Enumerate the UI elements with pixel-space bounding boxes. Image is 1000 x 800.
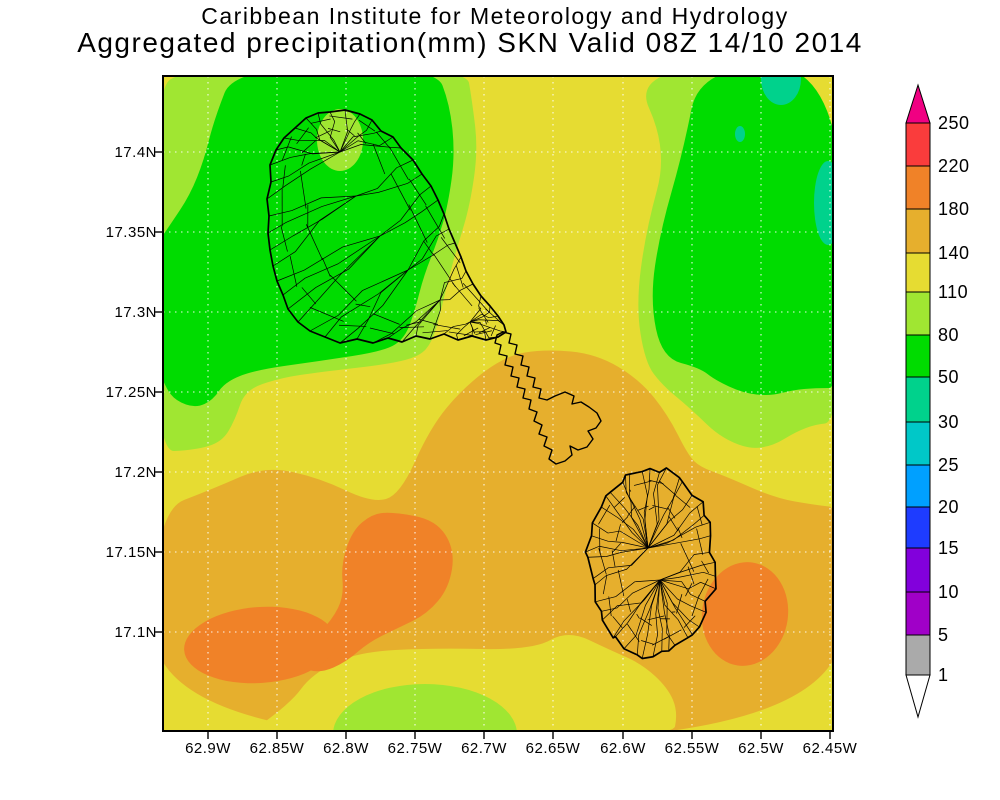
colorbar-value-label: 180 <box>938 199 970 219</box>
band-50-80-northwest <box>163 76 454 407</box>
colorbar-segment <box>905 165 931 210</box>
colorbar-value-label: 110 <box>938 282 968 302</box>
colorbar-segment <box>905 376 931 423</box>
drainage-network <box>266 109 717 659</box>
lat-tick-label: 17.2N <box>114 464 157 481</box>
y-axis-labels: 17.4N 17.35N 17.3N 17.25N 17.2N 17.15N 17.1N <box>106 144 157 641</box>
colorbar-value-label: 1 <box>938 665 949 685</box>
colorbar-arrow-below-min <box>905 674 931 719</box>
nevis-coastline <box>584 467 717 660</box>
lon-tick-label: 62.75W <box>388 740 443 757</box>
southeast-peninsula-coastline <box>494 331 602 465</box>
band-50-80-east <box>652 76 833 395</box>
colorbar-value-label: 220 <box>938 156 970 176</box>
lon-tick-label: 62.8W <box>323 740 369 757</box>
lon-tick-label: 62.45W <box>803 740 858 757</box>
colorbar-segment <box>905 634 931 676</box>
colorbar-value-label: 140 <box>938 243 970 263</box>
colorbar-segment <box>905 506 931 549</box>
band-30-50-top-edge <box>761 76 801 105</box>
gridlines <box>163 76 833 731</box>
lon-tick-label: 62.5W <box>738 740 784 757</box>
colorbar-segment <box>905 547 931 593</box>
colorbar-segment <box>905 591 931 636</box>
axis-ticks <box>155 151 831 739</box>
colorbar-value-label: 250 <box>938 113 970 133</box>
colorbar-value-label: 30 <box>938 412 959 432</box>
colorbar-value-label: 80 <box>938 325 959 345</box>
band-30-50-dot <box>735 126 745 142</box>
lat-tick-label: 17.1N <box>114 624 157 641</box>
band-30-50-east-edge <box>814 161 833 245</box>
lat-tick-label: 17.4N <box>114 144 157 161</box>
colorbar-segment <box>905 252 931 293</box>
colorbar-value-label: 25 <box>938 455 959 475</box>
contour-field <box>163 76 833 731</box>
st-kitts-coastline <box>266 109 507 344</box>
map-border <box>162 75 834 732</box>
lat-tick-label: 17.15N <box>106 544 157 561</box>
chart-title: Aggregated precipitation(mm) SKN Valid 0… <box>77 27 863 58</box>
lon-tick-label: 62.85W <box>250 740 305 757</box>
lon-tick-label: 62.55W <box>665 740 720 757</box>
colorbar-value-label: 15 <box>938 538 959 558</box>
colorbar-segment <box>905 334 931 378</box>
colorbar-segment <box>905 464 931 508</box>
x-axis-labels: 62.9W 62.85W 62.8W 62.75W 62.7W 62.65W 62.6W 62… <box>185 740 858 757</box>
colorbar-segment <box>905 122 931 167</box>
band-180-220-east-of-nevis <box>701 562 789 666</box>
colorbar-arrow-above-max <box>905 83 931 124</box>
institution-title: Caribbean Institute for Meteorology and … <box>201 3 789 29</box>
band-80-110-south-edge <box>333 684 517 731</box>
colorbar-legend: 250 220 180 140 110 80 50 30 25 20 15 10 5 1 <box>905 83 970 719</box>
island-coastlines <box>266 109 717 660</box>
lon-tick-label: 62.7W <box>461 740 507 757</box>
lat-tick-label: 17.25N <box>106 384 157 401</box>
band-180-220-southwest <box>184 606 336 684</box>
lon-tick-label: 62.6W <box>600 740 646 757</box>
colorbar-segment <box>905 421 931 466</box>
colorbar-value-label: 20 <box>938 497 959 517</box>
colorbar-value-label: 10 <box>938 582 959 602</box>
lon-tick-label: 62.65W <box>526 740 581 757</box>
colorbar-segment <box>905 291 931 336</box>
lat-tick-label: 17.35N <box>106 224 157 241</box>
lat-tick-label: 17.3N <box>114 304 157 321</box>
colorbar-segment <box>905 208 931 254</box>
colorbar-value-label: 50 <box>938 367 959 387</box>
band-110-140-south <box>163 635 677 731</box>
colorbar-value-label: 5 <box>938 625 949 645</box>
band-80-110-volcano-summit <box>317 109 363 171</box>
lon-tick-label: 62.9W <box>185 740 231 757</box>
